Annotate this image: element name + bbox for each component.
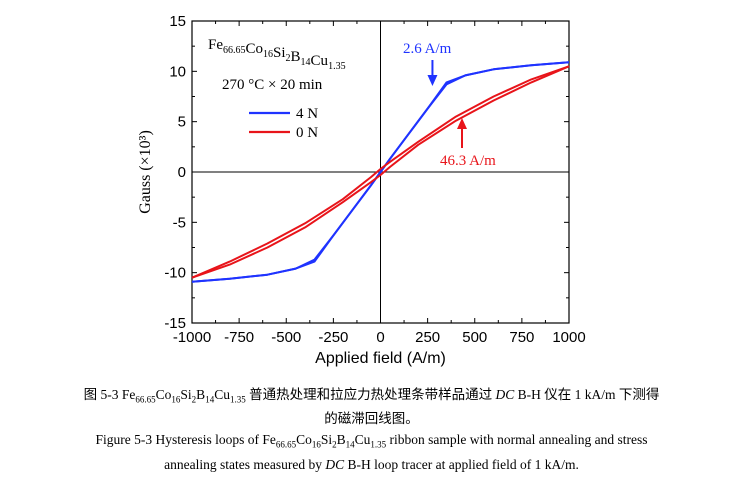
caption-cn-tail: B-H 仪在 1 kA/m 下测得 bbox=[514, 387, 660, 402]
formula-element: Fe bbox=[262, 432, 276, 447]
x-tick-label: -500 bbox=[271, 329, 301, 346]
y-tick-label: 10 bbox=[169, 63, 186, 80]
annotation-blue-arrow-head bbox=[427, 75, 438, 86]
x-axis-label: Applied field (A/m) bbox=[315, 350, 446, 367]
caption-cn-line2: 的磁滞回线图。 bbox=[324, 411, 419, 426]
caption-en-dc: DC bbox=[325, 457, 345, 472]
formula-element: Fe bbox=[121, 387, 136, 402]
composition-element: Fe bbox=[208, 37, 223, 53]
y-tick-label: -15 bbox=[164, 315, 186, 332]
composition-element: B bbox=[291, 49, 301, 65]
composition-element: Co bbox=[246, 41, 264, 57]
anneal-condition-label: 270 °C × 20 min bbox=[222, 77, 323, 93]
caption-en-line2-b: B-H loop tracer at applied field of 1 kA… bbox=[344, 457, 579, 472]
x-tick-label: 750 bbox=[509, 329, 534, 346]
composition-label: Fe66.65Co16Si2B14Cu1.35 bbox=[208, 37, 346, 72]
formula-element: Cu bbox=[354, 432, 371, 447]
formula-subscript: 2 bbox=[191, 394, 197, 405]
formula-element: Co bbox=[155, 387, 172, 402]
caption-english-line-1: Figure 5-3 Hysteresis loops of Fe66.65Co… bbox=[0, 432, 743, 450]
formula-subscript: 16 bbox=[171, 394, 181, 405]
caption-en-line2-a: annealing states measured by bbox=[164, 457, 326, 472]
y-axis-label: Gauss (×10³) bbox=[137, 130, 154, 214]
x-tick-label: 1000 bbox=[552, 329, 585, 346]
formula-subscript: 2 bbox=[332, 439, 337, 450]
x-tick-label: -750 bbox=[224, 329, 254, 346]
annotation-layer: Fe66.65Co16Si2B14Cu1.35 270 °C × 20 min 4 … bbox=[208, 37, 496, 169]
caption-en-formula: Fe66.65Co16Si2B14Cu1.35 bbox=[262, 432, 387, 450]
formula-subscript: 66.65 bbox=[135, 394, 156, 405]
formula-element: Co bbox=[296, 432, 312, 447]
formula-subscript: 1.35 bbox=[229, 394, 246, 405]
caption-cn-prefix: 图 5-3 bbox=[83, 387, 122, 402]
composition-subscript: 66.65 bbox=[223, 45, 246, 56]
formula-subscript: 1.35 bbox=[370, 439, 387, 450]
annotation-red-arrow-head bbox=[457, 118, 467, 129]
y-tick-label: 5 bbox=[178, 114, 186, 131]
y-tick-label: -5 bbox=[173, 214, 186, 231]
y-tick-label: 0 bbox=[178, 164, 186, 181]
formula-element: Si bbox=[320, 432, 333, 447]
composition-subscript: 2 bbox=[286, 53, 291, 64]
formula-subscript: 14 bbox=[345, 439, 355, 450]
caption-en-prefix: Figure 5-3 Hysteresis loops of bbox=[95, 432, 263, 447]
y-tick-label: 15 bbox=[169, 13, 186, 30]
composition-element: Cu bbox=[311, 53, 329, 69]
caption-cn-dc: DC bbox=[495, 387, 515, 402]
x-tick-label: -250 bbox=[318, 329, 348, 346]
caption-en-suffix: ribbon sample with normal annealing and … bbox=[386, 432, 648, 447]
formula-element: B bbox=[336, 432, 346, 447]
composition-element: Si bbox=[273, 45, 286, 61]
x-tick-label: 0 bbox=[376, 329, 384, 346]
formula-element: Si bbox=[180, 387, 192, 402]
x-tick-label: 250 bbox=[415, 329, 440, 346]
series-line-4n bbox=[191, 61, 570, 283]
formula-element: Cu bbox=[214, 387, 230, 402]
annotation-blue-coercivity: 2.6 A/m bbox=[403, 41, 452, 57]
legend-label: 0 N bbox=[296, 125, 318, 141]
caption-chinese-line-2: 的磁滞回线图。 bbox=[0, 407, 743, 427]
caption-cn-suffix: 普通热处理和拉应力热处理条带样品通过 bbox=[245, 387, 493, 402]
formula-subscript: 14 bbox=[205, 394, 215, 405]
y-tick-label: -10 bbox=[164, 265, 186, 282]
series-line-0n bbox=[191, 65, 570, 279]
axes-layer: -1000 -750 -500 -250 0 250 500 750 1000-15-10-50… bbox=[137, 13, 586, 367]
x-tick-label: 500 bbox=[462, 329, 487, 346]
annotation-red-coercivity: 46.3 A/m bbox=[440, 153, 496, 169]
formula-subscript: 66.65 bbox=[275, 439, 297, 450]
caption-english-line-2: annealing states measured by DC B-H loop… bbox=[0, 457, 743, 473]
caption-chinese-line-1: 图 5-3 Fe66.65Co16Si2B14Cu1.35 普通热处理和拉应力热… bbox=[0, 383, 743, 405]
caption-cn-formula: Fe66.65Co16Si2B14Cu1.35 bbox=[121, 387, 246, 405]
series-layer bbox=[191, 61, 570, 283]
legend-label: 4 N bbox=[296, 106, 318, 122]
x-tick-label: -1000 bbox=[173, 329, 211, 346]
composition-subscript: 14 bbox=[301, 57, 311, 68]
formula-element: B bbox=[196, 387, 206, 402]
formula-subscript: 16 bbox=[311, 439, 321, 450]
composition-subscript: 16 bbox=[263, 49, 273, 60]
composition-subscript: 1.35 bbox=[328, 61, 346, 72]
hysteresis-chart: -1000 -750 -500 -250 0 250 500 750 1000-15-10-50… bbox=[137, 13, 586, 367]
series-line-0n bbox=[191, 65, 570, 279]
